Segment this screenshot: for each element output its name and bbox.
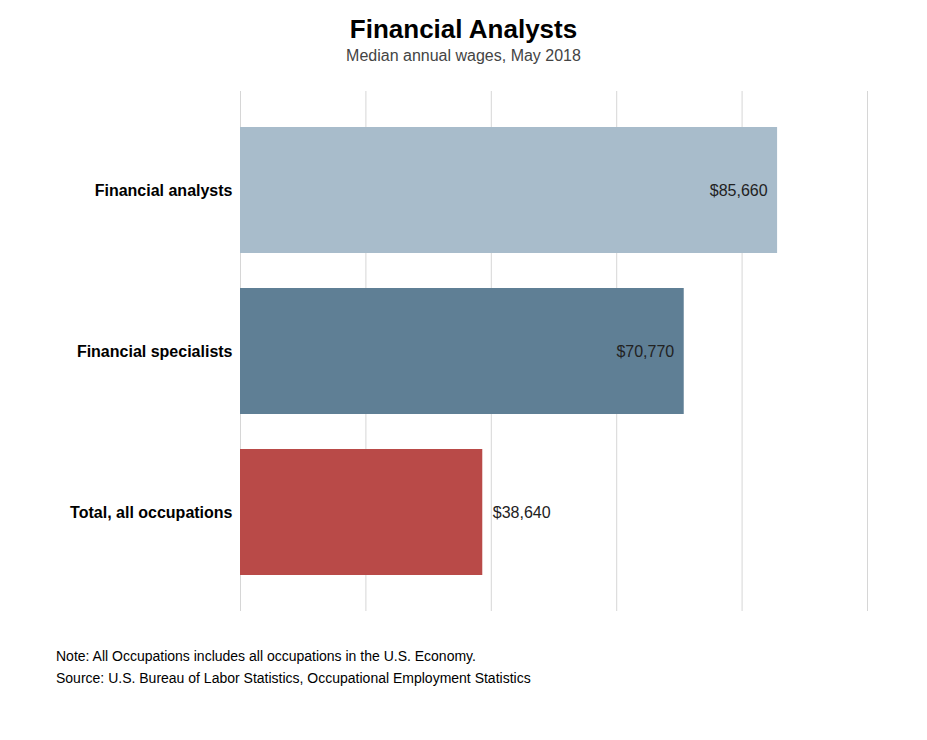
html-text:Source: U.S. Bureau of Labor S: Source: U.S. Bureau of Labor Statistics,… [56,670,531,686]
html-text:Note: All Occupations includes: Note: All Occupations includes all occup… [56,648,476,664]
svg-text:$70,770: $70,770 [616,343,674,360]
svg-text:$38,640: $38,640 [493,504,551,521]
html-text:Financial Analysts: Financial Analysts [349,14,578,44]
svg-text:Financial specialists: Financial specialists [77,343,233,360]
svg-text:Total, all occupations: Total, all occupations [70,504,232,521]
html-text:Median annual wages, May 2018: Median annual wages, May 2018 [346,47,581,64]
svg-text:$85,660: $85,660 [710,182,768,199]
svg-text:Financial analysts: Financial analysts [95,182,233,199]
